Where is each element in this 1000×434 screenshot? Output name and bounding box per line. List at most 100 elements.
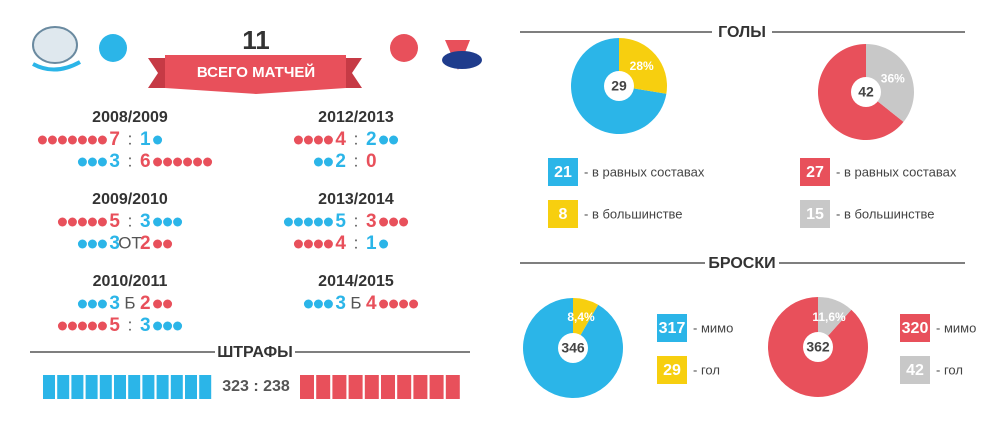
team-dot: [99, 34, 127, 62]
score-separator: :: [128, 151, 133, 170]
penalty-cell: [445, 375, 460, 399]
goal-dot: [77, 321, 87, 331]
goal-dot: [77, 217, 87, 227]
score-right: 4: [366, 293, 377, 314]
goal-dot: [97, 135, 107, 145]
pie-slice: [866, 44, 914, 122]
score-right: 1: [140, 129, 151, 150]
penalty-cell: [170, 375, 183, 399]
score-right: 2: [140, 233, 151, 254]
penalty-cell: [71, 375, 84, 399]
legend-box: [548, 158, 578, 186]
goal-dot: [97, 157, 107, 167]
label-bg: [215, 342, 295, 362]
pie-percent: 8,4%: [567, 310, 595, 324]
score-right: 3: [140, 211, 151, 232]
goal-dot: [303, 135, 313, 145]
legend-value: 21: [554, 164, 572, 181]
score-left: 5: [109, 211, 120, 232]
team-dot: [390, 34, 418, 62]
goal-dot: [37, 135, 47, 145]
goal-dot: [67, 135, 77, 145]
goal-dot: [379, 135, 389, 145]
legend-box: [900, 356, 930, 384]
score-right: 3: [366, 211, 377, 232]
score-separator: :: [354, 233, 359, 252]
score-right: 2: [140, 293, 151, 314]
goal-dot: [97, 239, 107, 249]
goal-dot: [293, 217, 303, 227]
season-title: 2009/2010: [92, 191, 168, 208]
section-title: ГОЛЫ: [718, 24, 766, 41]
ribbon-text: ВСЕГО МАТЧЕЙ: [197, 63, 315, 81]
legend-value: 317: [659, 320, 686, 337]
score-left: 5: [109, 315, 120, 336]
penalty-cell: [364, 375, 379, 399]
goal-dot: [97, 321, 107, 331]
pie-total: 29: [611, 78, 627, 94]
score-right: 1: [366, 233, 377, 254]
legend-value: 320: [902, 320, 929, 337]
goal-dot: [379, 217, 389, 227]
goal-dot: [163, 321, 173, 331]
goal-dot: [67, 217, 77, 227]
season-title: 2012/2013: [318, 109, 394, 126]
score-separator: :: [354, 151, 359, 170]
label-bg: [712, 22, 772, 42]
penalty-cell: [156, 375, 169, 399]
goal-dot: [87, 135, 97, 145]
goal-dot: [163, 299, 173, 309]
penalty-cell: [43, 375, 55, 399]
goal-dot: [153, 217, 163, 227]
section-title: ШТРАФЫ: [217, 344, 293, 361]
goal-dot: [163, 157, 173, 167]
goal-dot: [389, 217, 399, 227]
penalty-cell: [300, 375, 314, 399]
goal-dot: [303, 239, 313, 249]
score-left: 3: [109, 233, 120, 254]
penalty-cell: [57, 375, 70, 399]
goal-dot: [67, 321, 77, 331]
goal-dot: [57, 135, 67, 145]
goal-dot: [313, 299, 323, 309]
score-separator: :: [354, 129, 359, 148]
goal-dot: [303, 299, 313, 309]
score-left: 2: [335, 151, 346, 172]
season-title: 2010/2011: [93, 273, 168, 290]
penalty-cell: [413, 375, 428, 399]
goal-dot: [47, 135, 57, 145]
goal-dot: [87, 217, 97, 227]
pie-percent: 36%: [881, 71, 905, 85]
score-separator: Б: [124, 293, 135, 312]
score-left: 5: [335, 211, 346, 232]
goal-dot: [379, 239, 389, 249]
legend-label: - мимо: [693, 320, 733, 335]
goal-dot: [323, 157, 333, 167]
goal-dot: [153, 299, 163, 309]
goal-dot: [97, 299, 107, 309]
penalty-cell: [348, 375, 363, 399]
goal-dot: [293, 135, 303, 145]
score-right: 6: [140, 151, 151, 172]
season-title: 2008/2009: [92, 109, 168, 126]
goal-dot: [97, 217, 107, 227]
score-left: 7: [109, 129, 120, 150]
score-left: 4: [335, 233, 346, 254]
label-bg: [705, 253, 779, 273]
legend-box: [900, 314, 930, 342]
goal-dot: [87, 239, 97, 249]
penalty-cell: [114, 375, 126, 399]
penalty-cell: [199, 375, 212, 399]
goal-dot: [323, 135, 333, 145]
goal-dot: [87, 299, 97, 309]
goal-dot: [173, 321, 183, 331]
season-title: 2014/2015: [318, 273, 394, 290]
goal-dot: [323, 299, 333, 309]
pie-percent: 11,6%: [812, 310, 846, 324]
pie-center: [851, 77, 881, 107]
pie-center: [558, 333, 588, 363]
penalty-cell: [128, 375, 141, 399]
goal-dot: [153, 321, 163, 331]
legend-label: - гол: [936, 362, 963, 377]
score-separator: :: [128, 211, 133, 230]
